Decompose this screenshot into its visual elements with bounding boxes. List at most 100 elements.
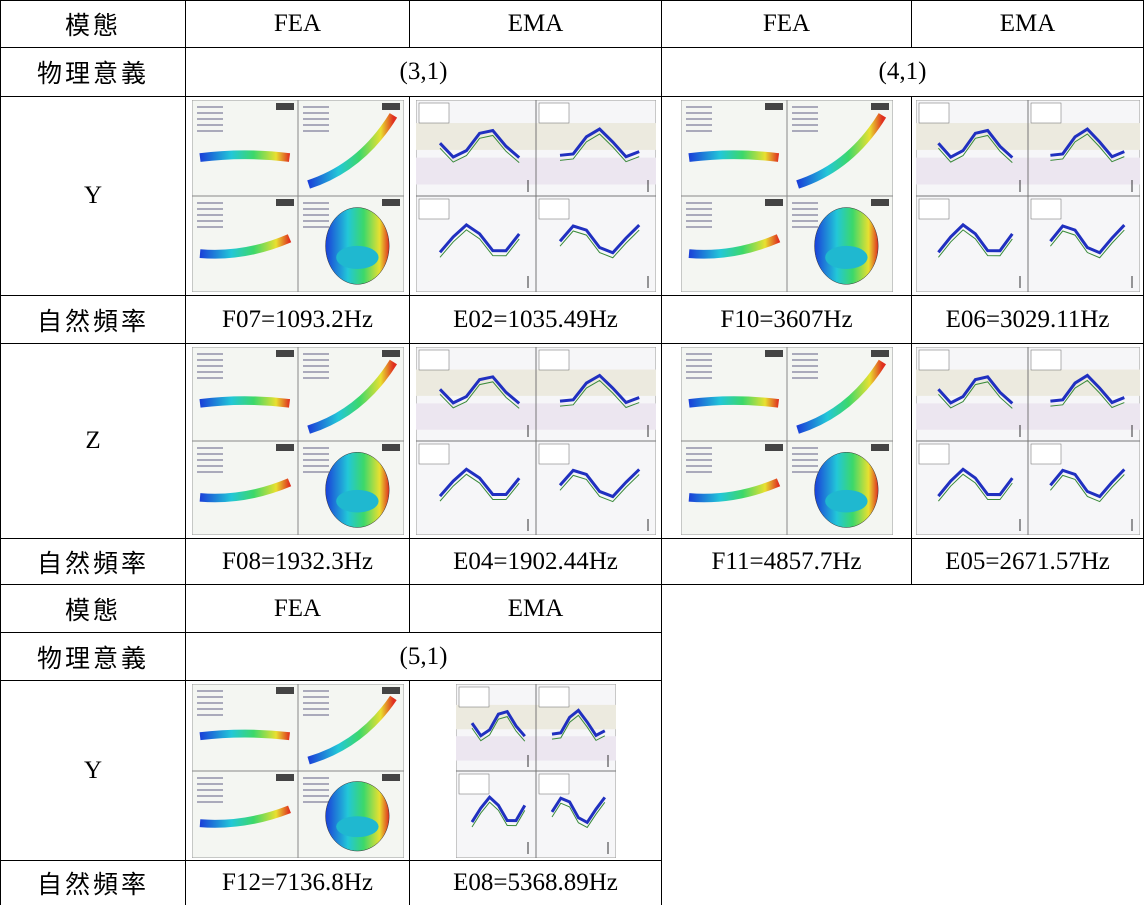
cell bbox=[912, 344, 1144, 539]
body: 模態FEAEMAFEAEMA 物理意義(3,1)(4,1) Y 自然頻率F07=… bbox=[0, 0, 1145, 905]
tr: 自然頻率F07=1093.2HzE02=1035.49HzF10=3607HzE… bbox=[1, 296, 1144, 344]
text-line bbox=[197, 208, 223, 210]
page: {"tables": [ {"header": ["模態", "FEA", "E… bbox=[0, 0, 1145, 905]
cell: EMA bbox=[410, 1, 662, 48]
svg bbox=[416, 347, 656, 535]
logo bbox=[871, 444, 889, 451]
text-line bbox=[686, 124, 712, 126]
cell: 模態 bbox=[1, 1, 186, 48]
text-line bbox=[303, 118, 329, 120]
mode-shape bbox=[336, 490, 378, 513]
cell: FEA bbox=[662, 1, 912, 48]
label-box bbox=[419, 199, 449, 219]
svg bbox=[456, 684, 616, 858]
label-box bbox=[539, 199, 569, 219]
logo bbox=[276, 199, 294, 206]
svg bbox=[192, 347, 404, 535]
label-box bbox=[1031, 199, 1061, 219]
svg bbox=[192, 100, 404, 292]
tr: Y bbox=[1, 681, 662, 861]
text-line bbox=[303, 214, 329, 216]
text-line bbox=[197, 795, 223, 797]
mode-shape bbox=[336, 246, 378, 269]
text-line bbox=[197, 124, 223, 126]
text-line bbox=[303, 353, 329, 355]
logo bbox=[382, 687, 400, 694]
text-line bbox=[197, 783, 223, 785]
text-line bbox=[792, 365, 818, 367]
text-line bbox=[686, 118, 712, 120]
label-box bbox=[419, 444, 449, 464]
text-line bbox=[686, 365, 712, 367]
cell: Y bbox=[1, 97, 186, 296]
cell: 自然頻率 bbox=[1, 861, 186, 905]
text-line bbox=[792, 112, 818, 114]
beam bbox=[200, 401, 290, 404]
cell: EMA bbox=[912, 1, 1144, 48]
logo bbox=[382, 350, 400, 357]
text-line bbox=[197, 359, 223, 361]
text-line bbox=[303, 377, 329, 379]
text-line bbox=[792, 202, 818, 204]
cell: E02=1035.49Hz bbox=[410, 296, 662, 344]
text-line bbox=[197, 214, 223, 216]
cell: FEA bbox=[186, 1, 410, 48]
logo bbox=[276, 444, 294, 451]
text-line bbox=[792, 214, 818, 216]
text-line bbox=[303, 783, 329, 785]
text-line bbox=[303, 453, 329, 455]
text-line bbox=[197, 118, 223, 120]
text-line bbox=[686, 106, 712, 108]
cell: F10=3607Hz bbox=[662, 296, 912, 344]
text-line bbox=[792, 124, 818, 126]
text-line bbox=[303, 696, 329, 698]
text-line bbox=[686, 214, 712, 216]
text-line bbox=[197, 377, 223, 379]
mode-shape bbox=[825, 246, 867, 269]
cell bbox=[410, 681, 662, 861]
logo bbox=[382, 444, 400, 451]
cell bbox=[912, 97, 1144, 296]
svg bbox=[416, 100, 656, 292]
cell: Y bbox=[1, 681, 186, 861]
logo bbox=[765, 199, 783, 206]
text-line bbox=[303, 447, 329, 449]
svg bbox=[681, 100, 893, 292]
text-line bbox=[303, 702, 329, 704]
text-line bbox=[197, 777, 223, 779]
logo bbox=[276, 103, 294, 110]
logo bbox=[765, 444, 783, 451]
text-line bbox=[792, 118, 818, 120]
text-line bbox=[197, 202, 223, 204]
cell bbox=[410, 97, 662, 296]
svg bbox=[192, 684, 404, 858]
tr: 自然頻率F12=7136.8HzE08=5368.89Hz bbox=[1, 861, 662, 905]
svg bbox=[916, 347, 1140, 535]
text-line bbox=[303, 226, 329, 228]
text-line bbox=[792, 459, 818, 461]
text-line bbox=[303, 130, 329, 132]
text-line bbox=[197, 459, 223, 461]
cell bbox=[410, 344, 662, 539]
svg bbox=[681, 347, 893, 535]
text-line bbox=[303, 708, 329, 710]
text-line bbox=[303, 465, 329, 467]
text-line bbox=[303, 106, 329, 108]
text-line bbox=[303, 690, 329, 692]
text-line bbox=[303, 112, 329, 114]
text-line bbox=[303, 795, 329, 797]
text-line bbox=[197, 708, 223, 710]
tbody: 模態FEAEMA 物理意義(5,1) Y 自然頻率F12=7136.8HzE08… bbox=[1, 585, 662, 905]
label-box bbox=[459, 687, 489, 707]
logo bbox=[871, 103, 889, 110]
text-line bbox=[792, 471, 818, 473]
text-line bbox=[792, 208, 818, 210]
text-line bbox=[197, 690, 223, 692]
text-line bbox=[686, 208, 712, 210]
cell bbox=[186, 344, 410, 539]
text-line bbox=[792, 453, 818, 455]
cell: E08=5368.89Hz bbox=[410, 861, 662, 905]
text-line bbox=[792, 130, 818, 132]
